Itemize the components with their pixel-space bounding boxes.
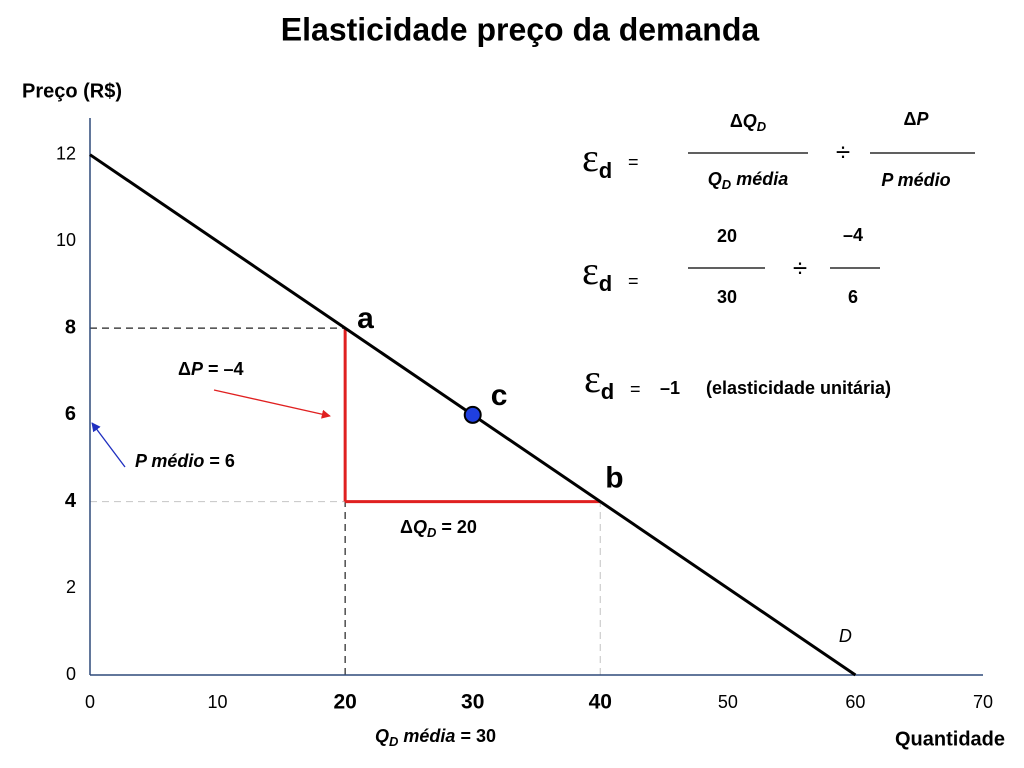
x-tick-label: 0	[85, 692, 95, 712]
epsilon-d: εd	[582, 248, 612, 296]
divide: ÷	[793, 253, 807, 283]
numerator: 20	[717, 226, 737, 246]
subscript: d	[601, 379, 614, 404]
y-tick-label: 2	[66, 577, 76, 597]
delta: Δ	[730, 111, 743, 131]
epsilon: ε	[584, 356, 601, 401]
numerator: ΔQD	[730, 111, 767, 135]
equals: =	[630, 379, 641, 399]
point	[463, 405, 482, 424]
subscript: d	[599, 271, 612, 296]
p-medio-label: P médio = 6	[135, 451, 235, 471]
arrow	[213, 389, 331, 419]
delta: Δ	[400, 517, 413, 537]
epsilon-d: εd	[584, 356, 614, 404]
denominator: QD média	[708, 169, 788, 193]
p: P	[191, 359, 204, 379]
subscript: D	[427, 525, 437, 540]
denominator: 6	[848, 287, 858, 307]
y-tick-label: 8	[65, 316, 76, 338]
q-media-label: QD média = 30	[375, 726, 496, 750]
y-tick-label: 0	[66, 664, 76, 684]
y-tick-label: 4	[65, 490, 77, 512]
denominator: P médio	[881, 170, 950, 190]
x-tick-label: 20	[333, 691, 356, 714]
arrow	[91, 422, 126, 468]
x-axis-label: Quantidade	[895, 728, 1005, 750]
subscript: D	[757, 119, 767, 134]
x-tick-label: 70	[973, 692, 993, 712]
delta-p-label: ΔP = –4	[178, 359, 244, 379]
delta: Δ	[178, 359, 191, 379]
q: Q	[708, 169, 722, 189]
series-label: D	[839, 626, 852, 646]
delta-q-label: ΔQD = 20	[400, 517, 477, 541]
media: média	[731, 169, 788, 189]
equals: =	[628, 271, 639, 291]
chart-title: Elasticidade preço da demanda	[281, 11, 760, 47]
q: Q	[375, 726, 389, 746]
numerator: –4	[843, 225, 863, 245]
x-tick-label: 40	[589, 691, 612, 714]
equals: =	[628, 152, 639, 172]
epsilon: ε	[582, 135, 599, 180]
result: –1	[660, 378, 680, 398]
point-label: a	[357, 302, 374, 335]
x-tick-label: 30	[461, 691, 484, 714]
x-tick-label: 50	[718, 692, 738, 712]
value: = 30	[455, 726, 496, 746]
y-tick-label: 6	[65, 403, 76, 425]
x-tick-label: 10	[208, 692, 228, 712]
divide: ÷	[836, 137, 850, 167]
q: Q	[743, 111, 757, 131]
numerator: ΔP	[904, 109, 930, 129]
result-note: (elasticidade unitária)	[706, 378, 891, 398]
p: P	[916, 109, 929, 129]
y-tick-label: 10	[56, 230, 76, 250]
value: = –4	[203, 359, 244, 379]
q: Q	[413, 517, 427, 537]
epsilon-d: εd	[582, 135, 612, 183]
y-axis-label: Preço (R$)	[22, 80, 122, 102]
y-tick-label: 12	[56, 143, 76, 163]
delta: Δ	[904, 109, 917, 129]
value: = 20	[436, 517, 477, 537]
p-medio: P médio	[135, 451, 204, 471]
point-label: c	[491, 379, 508, 412]
media: média	[398, 726, 455, 746]
point-label: b	[605, 461, 623, 494]
value: = 6	[204, 451, 235, 471]
denominator: 30	[717, 287, 737, 307]
epsilon: ε	[582, 248, 599, 293]
subscript: D	[722, 177, 732, 192]
subscript: D	[389, 734, 399, 749]
subscript: d	[599, 158, 612, 183]
x-tick-label: 60	[845, 692, 865, 712]
